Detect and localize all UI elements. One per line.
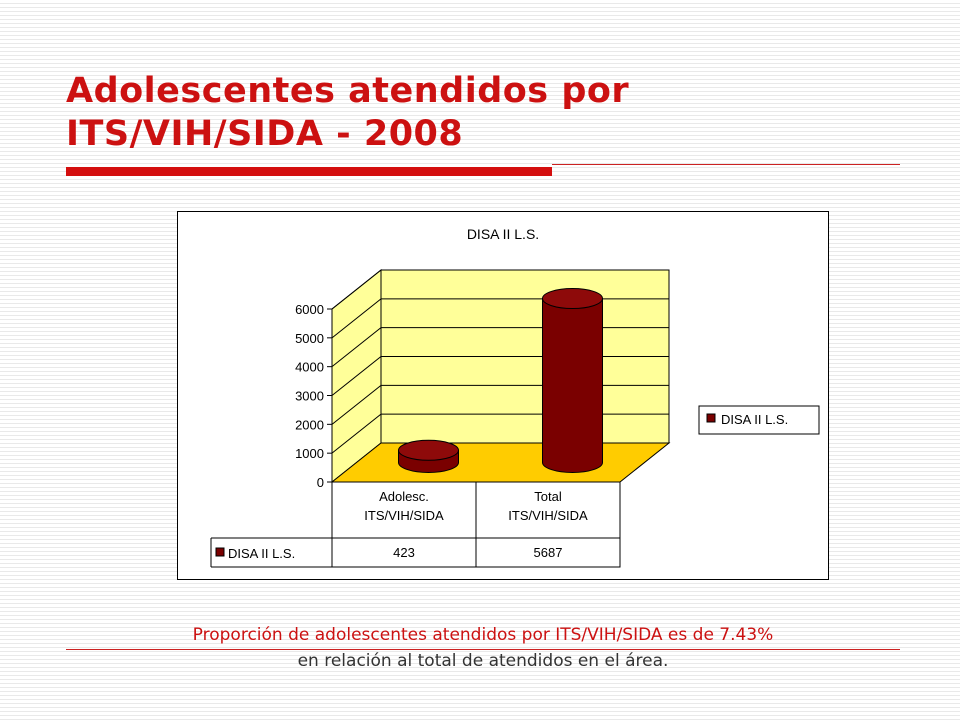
- category-label: Total: [534, 489, 562, 504]
- legend-label: DISA II L.S.: [721, 412, 788, 427]
- y-tick-label: 0: [317, 475, 324, 490]
- caption-divider: [66, 649, 900, 650]
- y-tick-label: 2000: [295, 417, 324, 432]
- y-tick-label: 4000: [295, 360, 324, 375]
- gridline: [331, 269, 669, 310]
- bar: [398, 439, 459, 473]
- bar-chart: DISA II L.S. 0 1000 2000 3000 4000 5000 6000 A…: [210, 226, 820, 568]
- legend-key: [706, 413, 716, 423]
- data-table-value: 5687: [534, 545, 563, 560]
- bar-top: [542, 288, 603, 310]
- y-tick-label: 1000: [295, 446, 324, 461]
- y-tick-label: 6000: [295, 302, 324, 317]
- slide-title-line-1: Adolescentes atendidos por: [66, 71, 630, 111]
- chart-frame: DISA II L.S. 0 1000 2000 3000 4000 5000 6000 A…: [177, 211, 829, 580]
- category-label: ITS/VIH/SIDA: [364, 508, 444, 523]
- bar-top: [398, 439, 459, 461]
- y-tick-label: 3000: [295, 389, 324, 404]
- caption: Proporción de adolescentes atendidos por…: [66, 622, 900, 674]
- category-label: ITS/VIH/SIDA: [508, 508, 588, 523]
- y-tick-label: 5000: [295, 331, 324, 346]
- chart-title: DISA II L.S.: [467, 226, 539, 242]
- bar: [542, 288, 603, 473]
- data-table-series-name: DISA II L.S.: [228, 546, 295, 561]
- chart-floor: [330, 442, 671, 483]
- title-underline-thick: [66, 167, 552, 176]
- title-underline-thin: [552, 164, 900, 165]
- data-table-value: 423: [393, 545, 415, 560]
- slide-title-line-2: ITS/VIH/SIDA - 2008: [66, 114, 464, 154]
- slide-title: Adolescentes atendidos por ITS/VIH/SIDA …: [66, 70, 886, 156]
- caption-line-1: Proporción de adolescentes atendidos por…: [192, 625, 774, 645]
- bar-body: [542, 298, 603, 473]
- category-label: Adolesc.: [379, 489, 429, 504]
- data-table-legend-key: [215, 547, 225, 557]
- legend-box: [698, 405, 820, 435]
- caption-line-2: en relación al total de atendidos en el …: [297, 651, 669, 671]
